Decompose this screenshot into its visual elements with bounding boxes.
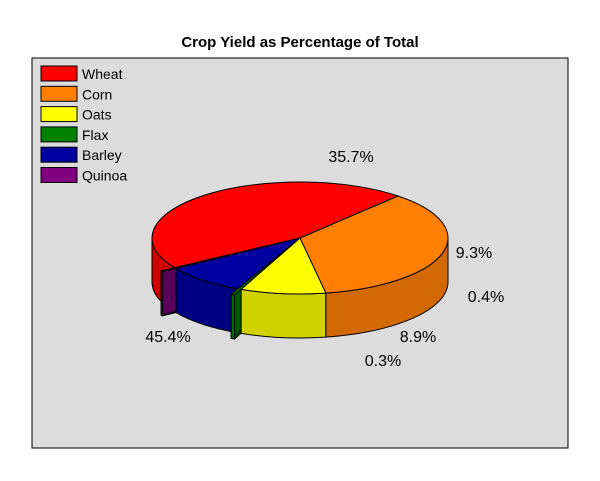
legend-swatch-barley bbox=[40, 146, 78, 163]
slice-wheat bbox=[151, 181, 400, 269]
legend-label-oats: Oats bbox=[82, 107, 112, 123]
data-label-quinoa: 0.3% bbox=[365, 353, 401, 370]
slice-side-quinoa bbox=[160, 270, 164, 317]
legend-swatch-quinoa bbox=[40, 167, 78, 183]
slice-side-flax bbox=[230, 293, 236, 340]
data-label-corn: 35.7% bbox=[328, 149, 373, 166]
slice-oats bbox=[239, 237, 327, 295]
legend-swatch-corn bbox=[40, 85, 78, 102]
slice-corn bbox=[299, 195, 449, 294]
chart-title: Crop Yield as Percentage of Total bbox=[181, 34, 419, 51]
data-label-barley: 8.9% bbox=[400, 329, 436, 346]
legend-label-quinoa: Quinoa bbox=[82, 168, 127, 184]
slice-flax bbox=[230, 243, 294, 296]
slice-side-oats bbox=[240, 288, 327, 339]
data-label-wheat: 45.4% bbox=[145, 329, 190, 346]
legend-label-wheat: Wheat bbox=[82, 66, 123, 82]
slice-barley bbox=[174, 237, 301, 290]
legend-swatch-wheat bbox=[40, 65, 78, 82]
legend-label-flax: Flax bbox=[82, 127, 108, 143]
data-labels: 45.4% 35.7% 9.3% 0.4% 8.9% 0.3% bbox=[145, 149, 504, 370]
legend: Wheat Corn Oats Flax Barley Quinoa bbox=[40, 65, 127, 184]
pie-slices bbox=[151, 181, 449, 341]
legend-label-corn: Corn bbox=[82, 86, 112, 102]
legend-swatch-oats bbox=[40, 106, 78, 123]
legend-swatch-flax bbox=[40, 126, 78, 143]
data-label-oats: 9.3% bbox=[456, 245, 492, 262]
data-label-flax: 0.4% bbox=[468, 289, 504, 306]
legend-label-barley: Barley bbox=[82, 147, 122, 163]
